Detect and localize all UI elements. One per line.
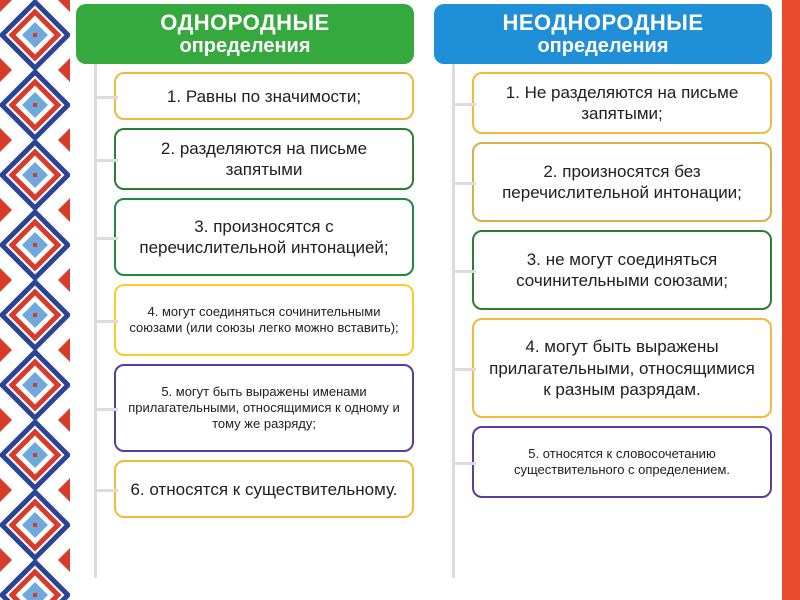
content-area: ОДНОРОДНЫЕ определения 1. Равны по значи… [70,0,782,600]
item-left-2: 2. разделяются на письме запятыми [76,128,414,190]
item-right-3: 3. не могут соединяться сочинительными с… [434,230,772,310]
column-heterogeneous: НЕОДНОРОДНЫЕ определения 1. Не разделяют… [434,4,772,596]
decorative-pattern-strip [0,0,70,600]
right-border-strip [782,0,800,600]
item-right-5: 5. относятся к словосочетанию существите… [434,426,772,498]
item-left-4: 4. могут соединяться сочинительными союз… [76,284,414,356]
item-left-5: 5. могут быть выражены именами прилагате… [76,364,414,452]
item-left-3: 3. произносятся с перечислительной интон… [76,198,414,276]
item-text: 2. разделяются на письме запятыми [114,128,414,190]
header-line2: определения [88,35,402,58]
items-right: 1. Не разделяются на письме запятыми; 2.… [434,72,772,506]
item-text: 6. относятся к существительному. [114,460,414,518]
item-text: 1. Не разделяются на письме запятыми; [472,72,772,134]
item-text: 3. не могут соединяться сочинительными с… [472,230,772,310]
item-right-2: 2. произносятся без перечислительной инт… [434,142,772,222]
items-left: 1. Равны по значимости; 2. разделяются н… [76,72,414,526]
header-homogeneous: ОДНОРОДНЫЕ определения [76,4,414,64]
header-line1: НЕОДНОРОДНЫЕ [446,10,760,35]
header-heterogeneous: НЕОДНОРОДНЫЕ определения [434,4,772,64]
header-line1: ОДНОРОДНЫЕ [88,10,402,35]
item-text: 2. произносятся без перечислительной инт… [472,142,772,222]
header-line2: определения [446,35,760,58]
item-right-4: 4. могут быть выражены прилагательными, … [434,318,772,418]
item-right-1: 1. Не разделяются на письме запятыми; [434,72,772,134]
column-homogeneous: ОДНОРОДНЫЕ определения 1. Равны по значи… [76,4,414,596]
item-left-6: 6. относятся к существительному. [76,460,414,518]
item-text: 5. относятся к словосочетанию существите… [472,426,772,498]
item-text: 4. могут соединяться сочинительными союз… [114,284,414,356]
item-text: 4. могут быть выражены прилагательными, … [472,318,772,418]
item-text: 3. произносятся с перечислительной интон… [114,198,414,276]
item-text: 1. Равны по значимости; [114,72,414,120]
item-left-1: 1. Равны по значимости; [76,72,414,120]
item-text: 5. могут быть выражены именами прилагате… [114,364,414,452]
